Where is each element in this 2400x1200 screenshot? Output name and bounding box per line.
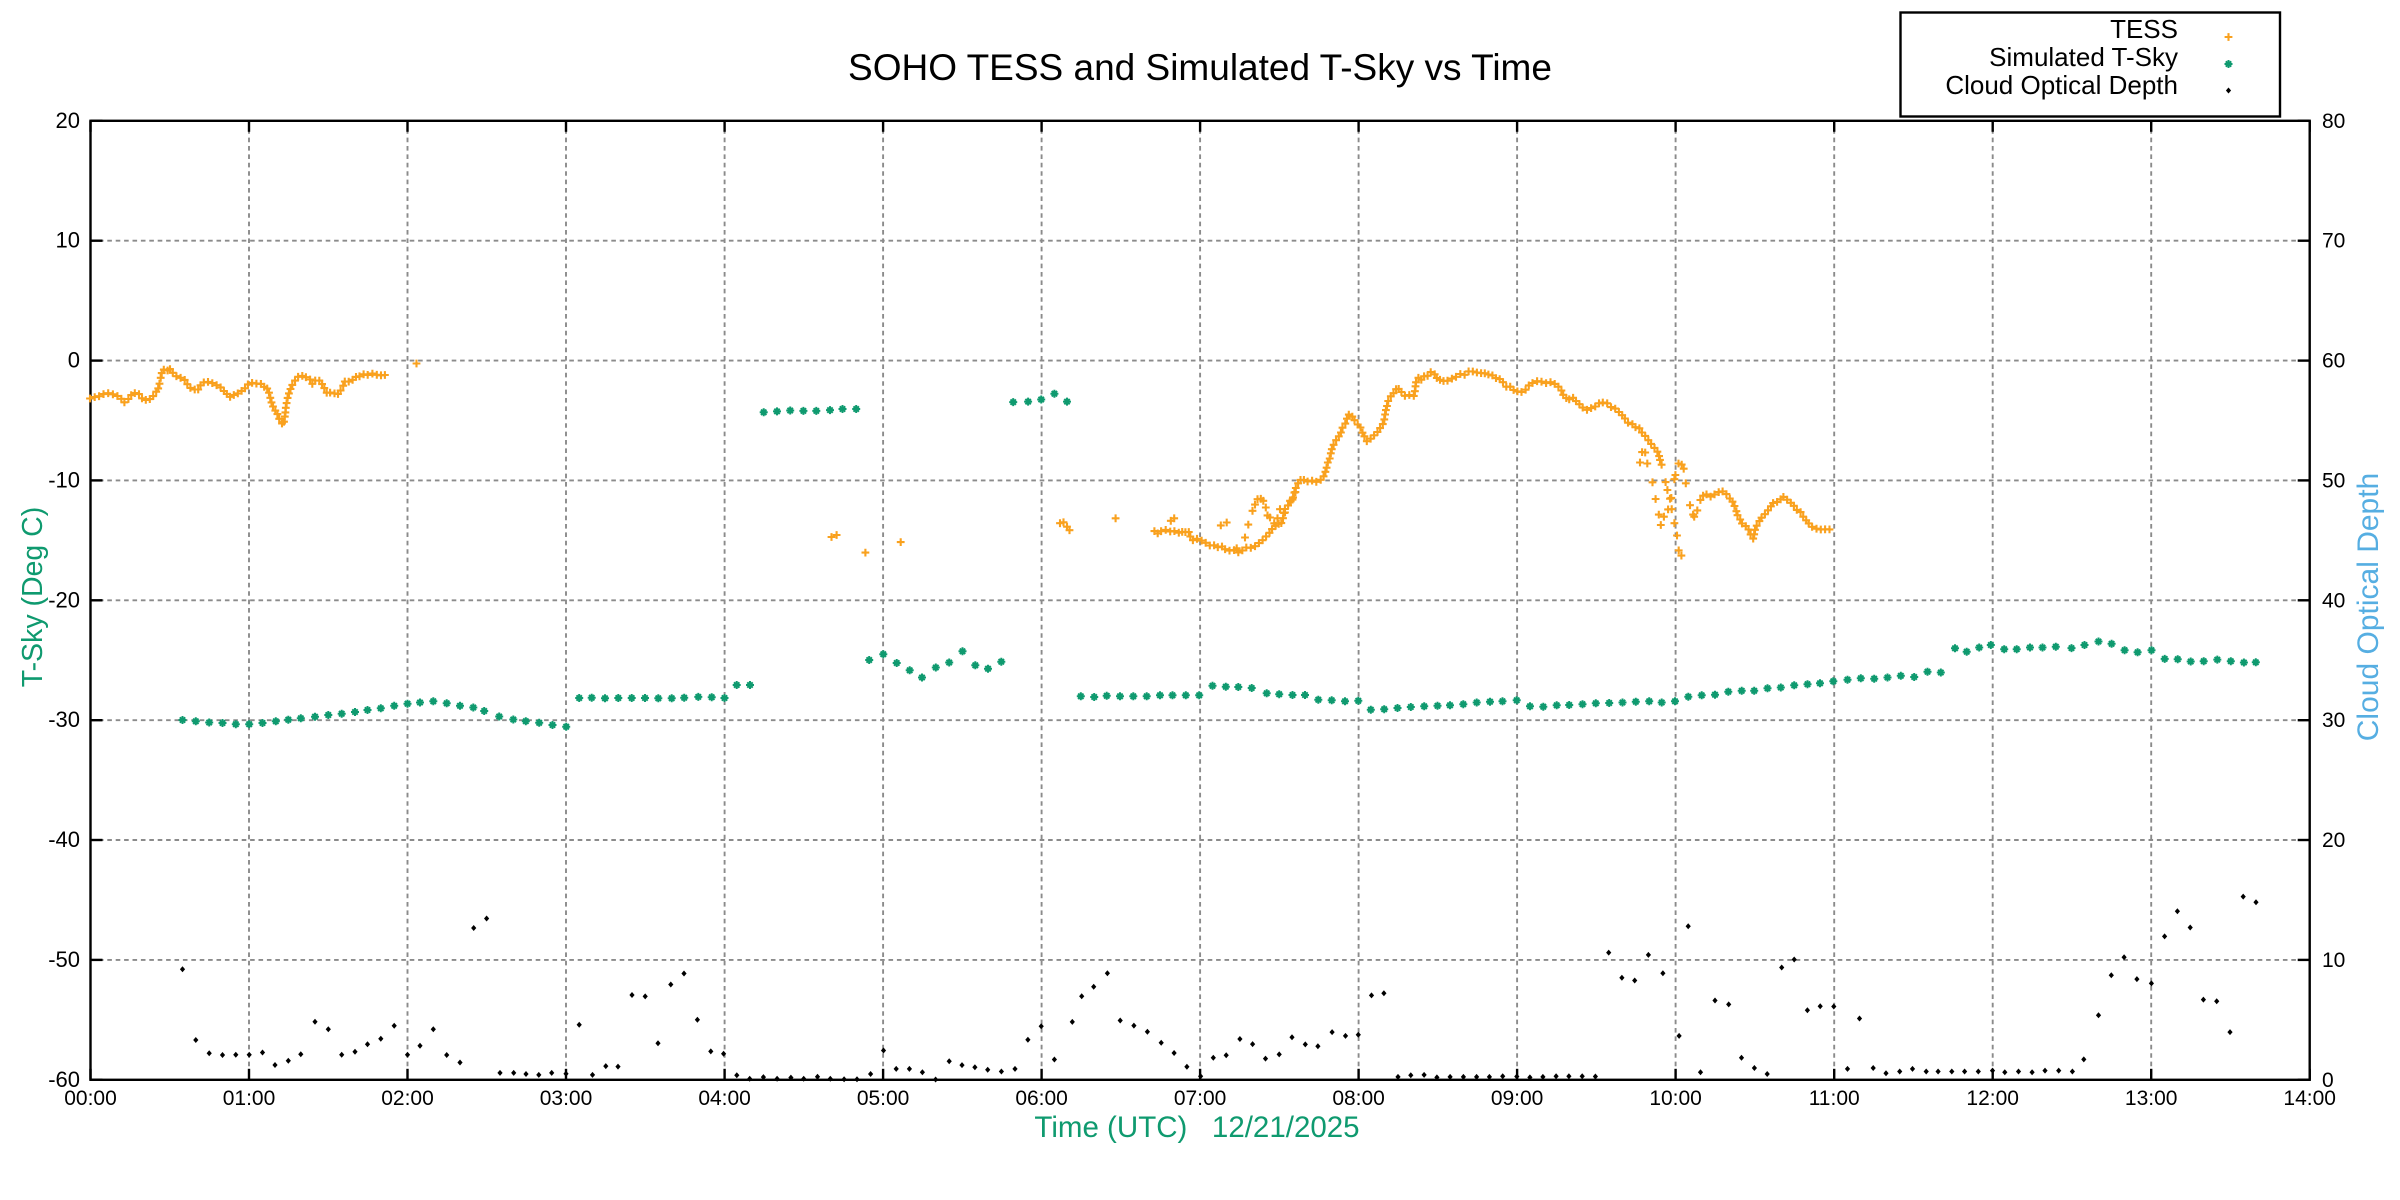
svg-text:30: 30 xyxy=(2322,709,2345,732)
svg-text:80: 80 xyxy=(2322,110,2345,133)
svg-text:03:00: 03:00 xyxy=(540,1087,593,1110)
svg-text:-30: -30 xyxy=(48,707,80,732)
svg-text:14:00: 14:00 xyxy=(2283,1087,2336,1110)
svg-text:07:00: 07:00 xyxy=(1174,1087,1227,1110)
svg-text:02:00: 02:00 xyxy=(381,1087,434,1110)
svg-text:20: 20 xyxy=(2322,829,2345,852)
svg-text:Cloud Optical Depth: Cloud Optical Depth xyxy=(1945,70,2178,100)
svg-text:01:00: 01:00 xyxy=(223,1087,276,1110)
svg-text:-50: -50 xyxy=(48,947,80,972)
svg-text:0: 0 xyxy=(2322,1069,2334,1092)
svg-text:06:00: 06:00 xyxy=(1015,1087,1068,1110)
svg-text:0: 0 xyxy=(68,348,80,373)
svg-text:20: 20 xyxy=(56,108,80,133)
svg-text:04:00: 04:00 xyxy=(698,1087,751,1110)
svg-text:Cloud Optical Depth: Cloud Optical Depth xyxy=(2352,473,2385,741)
svg-text:Time (UTC) 12/21/2025: Time (UTC) 12/21/2025 xyxy=(1034,1111,1359,1144)
svg-text:13:00: 13:00 xyxy=(2125,1087,2178,1110)
svg-text:05:00: 05:00 xyxy=(857,1087,910,1110)
svg-text:11:00: 11:00 xyxy=(1809,1087,1860,1110)
svg-text:TESS: TESS xyxy=(2110,14,2178,44)
svg-text:40: 40 xyxy=(2322,589,2345,612)
svg-text:70: 70 xyxy=(2322,230,2345,253)
svg-text:08:00: 08:00 xyxy=(1332,1087,1385,1110)
svg-text:-40: -40 xyxy=(48,827,80,852)
svg-text:-60: -60 xyxy=(48,1067,80,1092)
svg-text:60: 60 xyxy=(2322,350,2345,373)
svg-text:00:00: 00:00 xyxy=(64,1087,117,1110)
svg-text:SOHO TESS and Simulated T-Sky: SOHO TESS and Simulated T-Sky vs Time xyxy=(848,47,1552,88)
svg-text:10: 10 xyxy=(56,228,80,253)
svg-text:T-Sky (Deg C): T-Sky (Deg C) xyxy=(17,507,49,688)
svg-text:-20: -20 xyxy=(48,587,80,612)
svg-text:09:00: 09:00 xyxy=(1491,1087,1544,1110)
svg-text:-10: -10 xyxy=(48,467,80,492)
svg-text:10:00: 10:00 xyxy=(1649,1087,1702,1110)
svg-text:10: 10 xyxy=(2322,949,2345,972)
svg-text:Simulated T-Sky: Simulated T-Sky xyxy=(1989,42,2178,72)
svg-text:50: 50 xyxy=(2322,469,2345,492)
svg-text:12:00: 12:00 xyxy=(1966,1087,2019,1110)
